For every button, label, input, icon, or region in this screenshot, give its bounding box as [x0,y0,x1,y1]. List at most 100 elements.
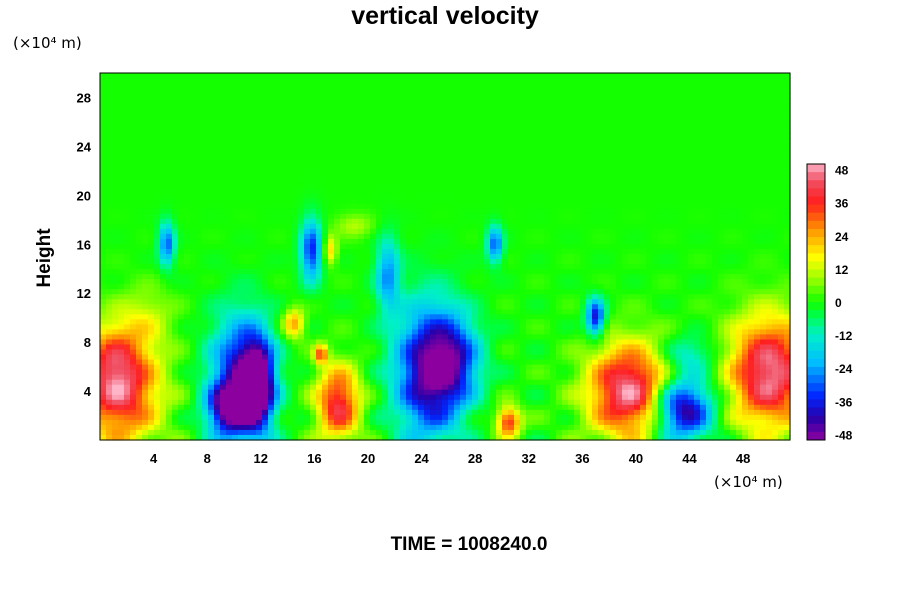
heatmap-cell [472,208,479,215]
heatmap-cell [316,123,323,129]
heatmap-cell [418,208,425,215]
heatmap-cell [412,329,419,336]
heatmap-cell [472,178,479,185]
heatmap-cell [340,138,347,144]
heatmap-cell [232,163,239,170]
heatmap-cell [190,118,197,124]
heatmap-cell [496,419,503,426]
heatmap-cell [112,173,119,180]
heatmap-cell [232,319,239,325]
heatmap-cell [256,178,263,185]
heatmap-cell [400,123,407,129]
heatmap-cell [370,118,377,124]
heatmap-cell [364,248,371,255]
heatmap-cell [124,299,131,305]
heatmap-cell [328,389,335,396]
heatmap-cell [292,148,299,155]
heatmap-cell [250,429,257,436]
heatmap-cell [364,153,371,160]
heatmap-cell [196,98,203,104]
heatmap-cell [256,253,263,260]
heatmap-cell [256,394,263,401]
heatmap-cell [262,233,269,240]
heatmap-cell [190,83,197,89]
heatmap-cell [370,88,377,94]
heatmap-cell [412,248,419,255]
heatmap-cell [178,123,185,129]
heatmap-cell [280,248,287,255]
heatmap-cell [274,369,281,376]
heatmap-cell [346,183,353,190]
heatmap-cell [466,103,473,109]
heatmap-cell [478,354,485,361]
heatmap-cell [418,93,425,99]
heatmap-cell [184,414,191,421]
heatmap-cell [490,344,497,351]
heatmap-cell [322,113,329,119]
heatmap-cell [244,414,251,421]
heatmap-cell [220,329,227,336]
heatmap-cell [496,193,503,200]
heatmap-cell [244,83,251,89]
heatmap-cell [448,128,455,134]
heatmap-cell [364,138,371,144]
heatmap-cell [292,384,299,391]
heatmap-cell [244,429,251,436]
heatmap-cell [304,359,311,366]
heatmap-cell [406,289,413,295]
heatmap-cell [286,414,293,421]
heatmap-cell [154,284,161,290]
heatmap-cell [136,233,143,240]
heatmap-cell [202,238,209,245]
heatmap-cell [388,329,395,336]
heatmap-cell [496,203,503,210]
heatmap-cell [304,188,311,195]
heatmap-cell [142,424,149,431]
heatmap-cell [334,279,341,285]
heatmap-cell [256,424,263,431]
heatmap-cell [478,73,485,79]
heatmap-cell [232,128,239,134]
heatmap-cell [196,384,203,391]
heatmap-cell [496,168,503,175]
heatmap-cell [496,354,503,361]
heatmap-cell [304,233,311,240]
heatmap-cell [184,148,191,155]
heatmap-cell [382,253,389,260]
heatmap-cell [346,118,353,124]
heatmap-cell [250,108,257,114]
heatmap-cell [340,309,347,315]
heatmap-cell [358,414,365,421]
heatmap-cell [202,223,209,230]
heatmap-cell [172,93,179,99]
heatmap-cell [256,248,263,255]
heatmap-cell [382,243,389,250]
heatmap-cell [178,208,185,215]
heatmap-cell [358,183,365,190]
heatmap-cell [484,414,491,421]
heatmap-cell [118,294,125,300]
heatmap-cell [436,163,443,170]
heatmap-cell [334,294,341,300]
heatmap-cell [286,188,293,195]
heatmap-cell [244,253,251,260]
heatmap-cell [118,98,125,104]
heatmap-cell [430,389,437,396]
heatmap-cell [466,173,473,180]
heatmap-cell [196,243,203,250]
heatmap-cell [268,88,275,94]
heatmap-cell [268,133,275,139]
heatmap-cell [406,88,413,94]
heatmap-cell [394,424,401,431]
heatmap-cell [124,73,131,79]
heatmap-cell [280,339,287,346]
heatmap-cell [154,329,161,336]
heatmap-cell [310,359,317,366]
heatmap-cell [268,409,275,416]
heatmap-cell [364,178,371,185]
heatmap-cell [286,113,293,119]
heatmap-cell [142,98,149,104]
heatmap-cell [460,269,467,275]
heatmap-cell [202,253,209,260]
heatmap-cell [382,83,389,89]
